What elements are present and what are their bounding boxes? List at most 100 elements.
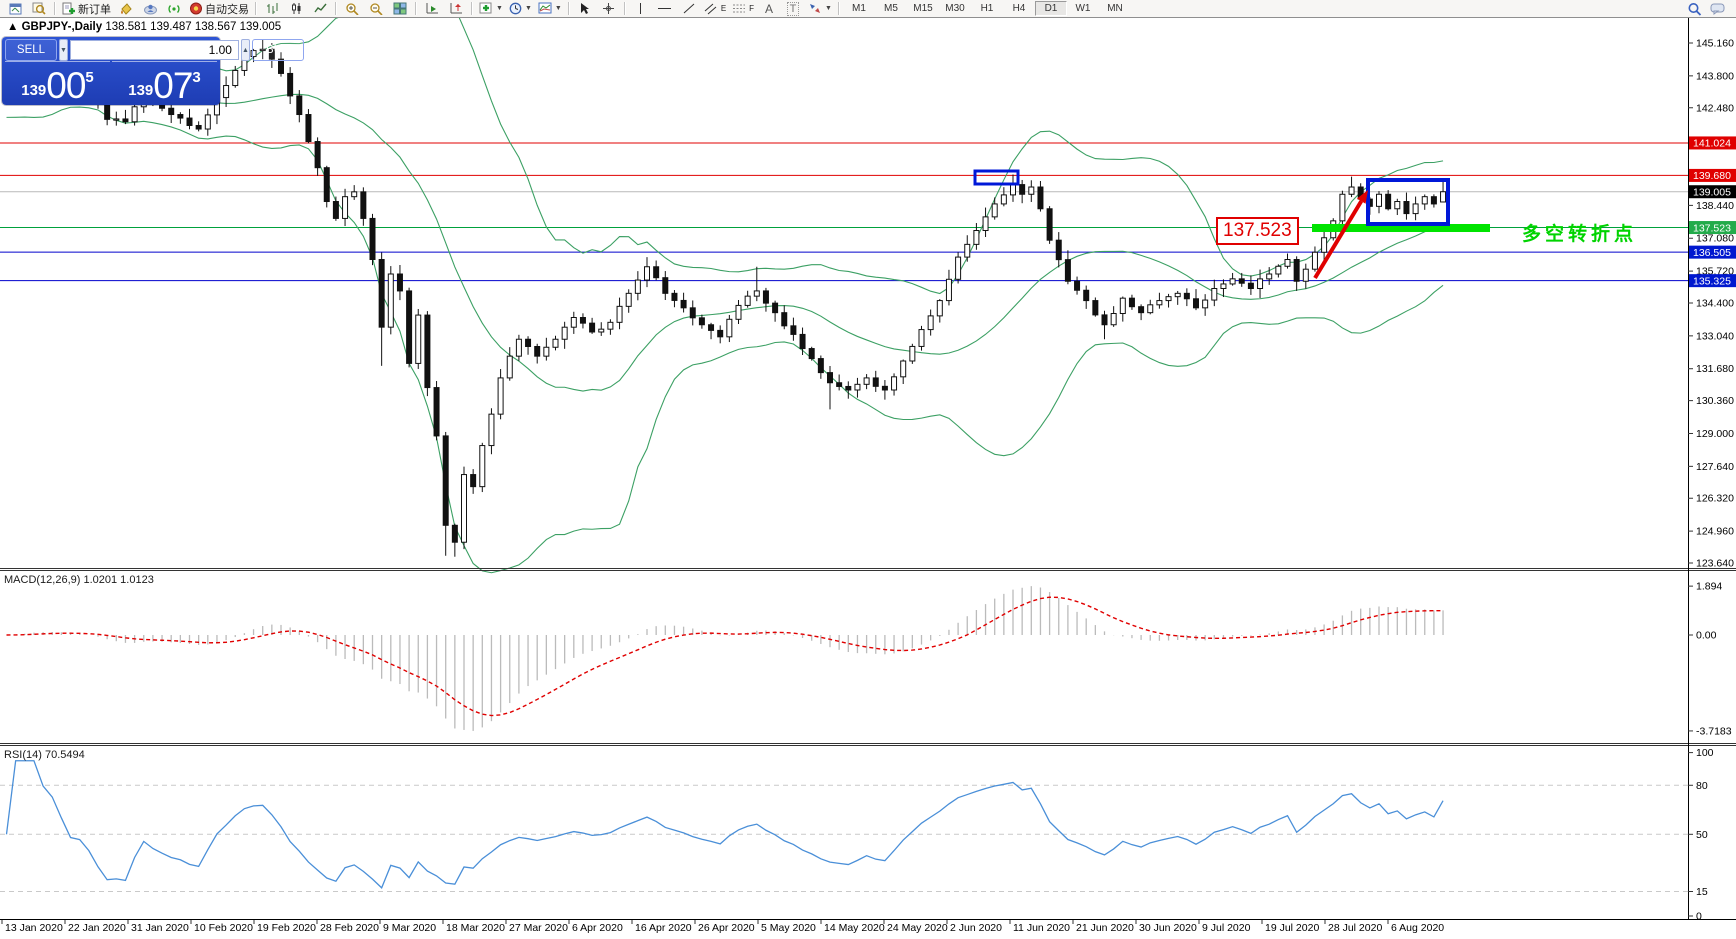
sell-button[interactable]: SELL	[5, 39, 57, 61]
svg-text:130.360: 130.360	[1696, 395, 1734, 407]
svg-text:31 Jan 2020: 31 Jan 2020	[131, 922, 189, 934]
svg-text:1.894: 1.894	[1696, 581, 1722, 593]
tf-button-m1[interactable]: M1	[852, 3, 866, 14]
price-callout-137523[interactable]: 137.523	[1216, 217, 1299, 245]
zoom-in-button[interactable]	[340, 0, 364, 18]
chart-window-button[interactable]	[3, 0, 27, 18]
date-axis[interactable]: 13 Jan 2020 22 Jan 2020 31 Jan 2020 10 Feb …	[1, 920, 1444, 934]
new-order-label: 新订单	[78, 3, 111, 16]
svg-text:6 Apr 2020: 6 Apr 2020	[572, 922, 623, 934]
text-button[interactable]: A	[757, 0, 781, 18]
toolbar-separator	[255, 2, 257, 15]
zoom-in-icon	[345, 2, 359, 16]
arrows-button[interactable]: ▼	[805, 0, 835, 18]
tf-button-w1[interactable]: W1	[1075, 3, 1091, 14]
zoom-out-icon	[369, 2, 383, 16]
horizontal-line-button[interactable]	[653, 0, 677, 18]
tf-button-m30[interactable]: M30	[945, 3, 965, 14]
clock-icon	[509, 2, 522, 15]
trendline-icon	[682, 2, 696, 15]
channel-button[interactable]: E	[701, 0, 729, 18]
toolbar-separator	[471, 2, 473, 15]
volume-input[interactable]	[69, 40, 239, 60]
volume-increase-button[interactable]: ▲	[240, 39, 250, 61]
zoom-out-button[interactable]	[364, 0, 388, 18]
sell-price[interactable]: 139 00 5	[5, 61, 110, 106]
sell-price-big: 00	[46, 64, 86, 106]
macd-indicator-label: MACD(12,26,9) 1.0201 1.0123	[4, 574, 154, 586]
tf-button-m15[interactable]: M15	[913, 3, 933, 14]
community-button[interactable]	[138, 0, 162, 18]
tf-button-h1[interactable]: H1	[980, 3, 994, 14]
price-axis[interactable]: 145.160143.800142.480138.440137.080135.7…	[1688, 38, 1736, 923]
fibo-letter: F	[749, 4, 755, 13]
chart-window-icon	[9, 3, 22, 15]
chart-shift-button[interactable]	[444, 0, 468, 18]
dropdown-arrow-icon: ▼	[496, 5, 503, 12]
buy-price[interactable]: 139 07 3	[112, 61, 217, 104]
autotrading-label: 自动交易	[205, 3, 249, 16]
search-button[interactable]	[1682, 0, 1706, 18]
svg-text:126.320: 126.320	[1696, 493, 1734, 505]
tf-button-h4[interactable]: H4	[1012, 3, 1026, 14]
text-label-button[interactable]: T	[781, 0, 805, 18]
symbol-header: ▲ GBPJPY-,Daily 138.581 139.487 138.567 …	[7, 21, 281, 33]
toolbar-separator	[837, 2, 840, 15]
chat-button[interactable]	[1706, 0, 1730, 18]
svg-text:-3.7183: -3.7183	[1696, 725, 1732, 737]
line-chart-button[interactable]	[308, 0, 332, 18]
dropdown-arrow-icon: ▼	[524, 5, 532, 12]
signals-icon	[167, 2, 181, 15]
autotrading-button[interactable]: 自动交易	[186, 0, 252, 18]
bollinger-bands	[6, 0, 1444, 574]
candlestick-chart-button[interactable]	[284, 0, 308, 18]
svg-text:127.640: 127.640	[1696, 461, 1734, 473]
turning-point-note[interactable]: 多空转折点	[1522, 224, 1638, 245]
drawn-objects[interactable]	[973, 169, 1490, 280]
toolbar-separator	[415, 2, 417, 15]
trendline-button[interactable]	[677, 0, 701, 18]
svg-text:14 May 2020: 14 May 2020	[824, 922, 885, 934]
svg-text:2 Jun 2020: 2 Jun 2020	[950, 922, 1002, 934]
buy-button[interactable]: BUY	[251, 39, 304, 61]
red-trend-arrowhead	[1357, 190, 1368, 204]
fibonacci-button[interactable]: F	[729, 0, 757, 18]
cursor-button[interactable]	[573, 0, 597, 18]
svg-text:26 Apr 2020: 26 Apr 2020	[698, 922, 755, 934]
svg-text:18 Mar 2020: 18 Mar 2020	[446, 922, 505, 934]
tile-windows-button[interactable]	[388, 0, 412, 18]
fibonacci-icon	[732, 2, 747, 15]
indicators-button[interactable]: ▼	[476, 0, 506, 18]
tf-button-d1[interactable]: D1	[1034, 1, 1067, 16]
dropdown-arrow-icon: ▼	[825, 5, 832, 12]
chat-bubble-icon	[1710, 2, 1726, 15]
templates-button[interactable]: ▼	[535, 0, 565, 18]
bar-chart-button[interactable]	[260, 0, 284, 18]
tf-button-m5[interactable]: M5	[884, 3, 898, 14]
buy-price-pip: 3	[192, 69, 201, 86]
auto-scroll-button[interactable]	[420, 0, 444, 18]
svg-text:5 May 2020: 5 May 2020	[761, 922, 816, 934]
signals-button[interactable]	[162, 0, 186, 18]
svg-text:21 Jun 2020: 21 Jun 2020	[1076, 922, 1134, 934]
new-order-button[interactable]: 新订单	[59, 0, 114, 18]
svg-text:27 Mar 2020: 27 Mar 2020	[509, 922, 568, 934]
toolbar-separator	[567, 2, 570, 15]
tf-button-mn[interactable]: MN	[1107, 3, 1123, 14]
sell-price-head: 139	[21, 82, 47, 99]
collapse-triangle-icon[interactable]: ▲	[7, 21, 19, 33]
vertical-line-button[interactable]	[629, 0, 653, 18]
styles-button[interactable]	[114, 0, 138, 18]
data-window-button[interactable]	[27, 0, 51, 18]
tile-windows-icon	[393, 2, 407, 15]
buy-price-head: 139	[128, 82, 154, 99]
crosshair-button[interactable]	[597, 0, 621, 18]
volume-decrease-button[interactable]: ▼	[59, 39, 68, 61]
rsi-indicator-label: RSI(14) 70.5494	[4, 749, 85, 761]
price-level-lines[interactable]	[0, 142, 1688, 282]
periods-button[interactable]: ▼	[506, 0, 535, 18]
toolbar: 新订单 自动交易 ▼ ▼ ▼ E F A T ▼	[0, 0, 1736, 18]
